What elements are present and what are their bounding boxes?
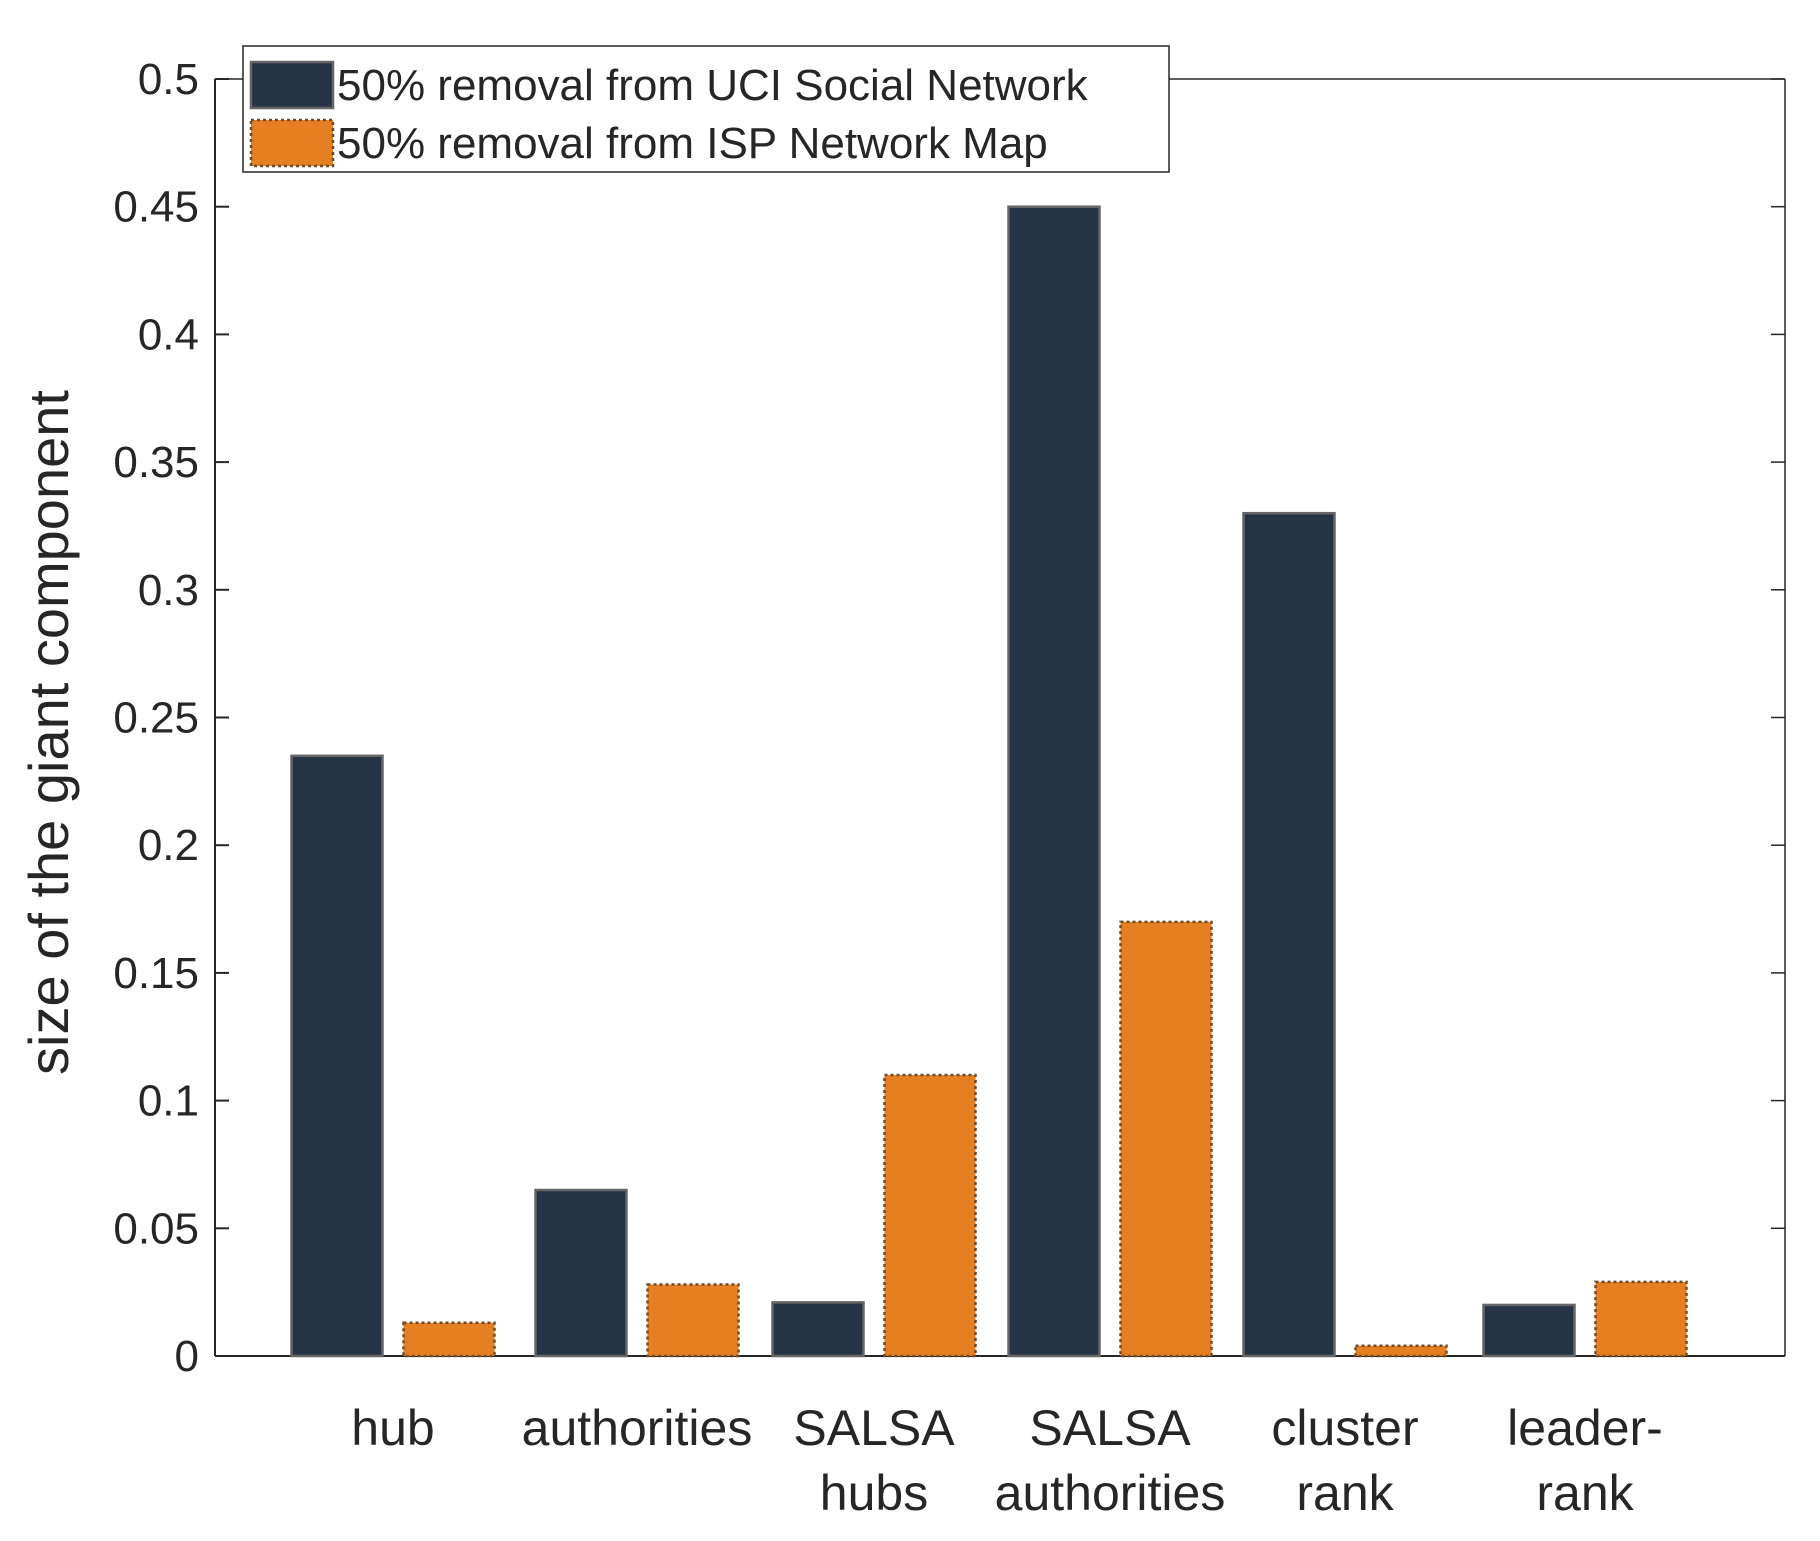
bar-series1-4 bbox=[1007, 205, 1101, 1358]
y-tick-label: 0.1 bbox=[138, 1077, 199, 1126]
axes-group bbox=[214, 78, 1786, 1357]
bar-series2-3 bbox=[883, 1073, 977, 1358]
y-axis-title: size of the giant component bbox=[17, 390, 80, 1075]
x-category-label: cluster bbox=[1271, 1400, 1418, 1456]
bar-series1-5 bbox=[1242, 511, 1336, 1358]
y-tick-label: 0.3 bbox=[138, 566, 199, 615]
y-tick-label: 0.05 bbox=[113, 1204, 199, 1253]
bar-series1-1 bbox=[290, 754, 384, 1358]
y-tick-label: 0.15 bbox=[113, 949, 199, 998]
y-tick-label: 0.25 bbox=[113, 694, 199, 743]
legend-swatch-2 bbox=[249, 118, 335, 168]
bars-group bbox=[290, 205, 1688, 1358]
bar-series1-6 bbox=[1482, 1303, 1576, 1358]
legend-label-1: 50% removal from UCI Social Network bbox=[337, 61, 1089, 110]
x-category-label: hubs bbox=[820, 1465, 928, 1521]
y-tick-label: 0.45 bbox=[113, 183, 199, 232]
bar-series1-2 bbox=[534, 1188, 628, 1358]
x-category-label: SALSA bbox=[793, 1400, 955, 1456]
legend-swatch-1 bbox=[249, 60, 335, 110]
x-category-label: hub bbox=[351, 1400, 434, 1456]
legend-box bbox=[242, 45, 1170, 173]
x-category-label: rank bbox=[1296, 1465, 1394, 1521]
x-category-label: leader- bbox=[1507, 1400, 1663, 1456]
bar-series2-2 bbox=[646, 1283, 740, 1358]
x-category-label: SALSA bbox=[1029, 1400, 1191, 1456]
x-category-label: authorities bbox=[995, 1465, 1226, 1521]
bar-series2-6 bbox=[1594, 1280, 1688, 1358]
y-tick-label: 0.2 bbox=[138, 821, 199, 870]
x-category-label: rank bbox=[1536, 1465, 1634, 1521]
y-tick-label: 0.35 bbox=[113, 438, 199, 487]
bar-series2-1 bbox=[402, 1321, 496, 1358]
legend-group: 50% removal from UCI Social Network 50% r… bbox=[242, 45, 1170, 173]
y-tick-label: 0.4 bbox=[138, 310, 199, 359]
x-category-label: authorities bbox=[522, 1400, 753, 1456]
labels-group: 0 0.05 0.1 0.15 0.2 0.25 0.3 0.35 0.4 0.45 0.5 size… bbox=[17, 55, 1663, 1521]
bar-series2-4 bbox=[1119, 920, 1213, 1358]
y-tick-label: 0.5 bbox=[138, 55, 199, 104]
bar-series1-3 bbox=[771, 1301, 865, 1358]
bar-series2-5 bbox=[1354, 1344, 1448, 1358]
legend-label-2: 50% removal from ISP Network Map bbox=[337, 119, 1048, 168]
y-tick-label: 0 bbox=[175, 1332, 199, 1381]
